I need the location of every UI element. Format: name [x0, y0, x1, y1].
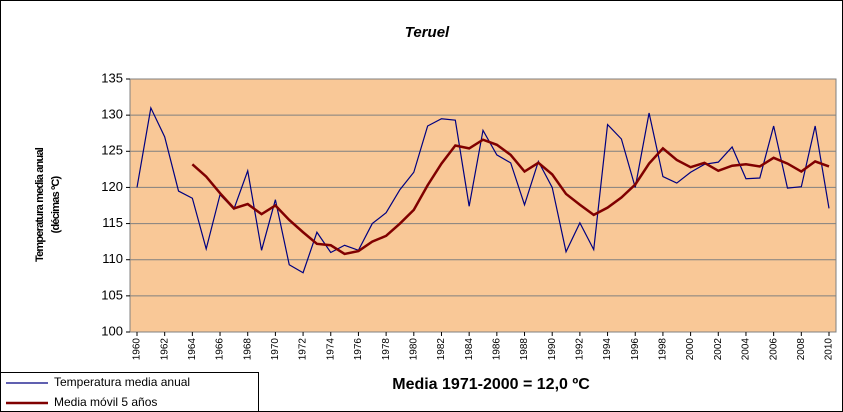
x-tick-label: 1996 [630, 338, 641, 361]
x-tick-label: 1966 [215, 338, 226, 361]
x-tick-label: 1972 [298, 338, 309, 361]
x-tick-label: 1978 [381, 338, 392, 361]
legend [0, 372, 259, 412]
x-tick-label: 2002 [713, 338, 724, 361]
x-tick-label: 1990 [547, 338, 558, 361]
y-tick-label: 115 [102, 215, 123, 230]
x-tick-label: 1994 [602, 338, 613, 361]
x-tick-label: 1982 [436, 338, 447, 361]
annotation: Media 1971-2000 = 12,0 ºC [392, 376, 590, 393]
y-label-line: Temperatura media anual [34, 147, 46, 262]
x-tick-label: 1976 [353, 338, 364, 361]
line-series [136, 105, 830, 274]
y-label-line: (décimas ºC) [50, 175, 62, 233]
y-tick-label: 120 [101, 179, 123, 194]
x-tick-label: 1964 [187, 338, 198, 361]
y-tick-label: 125 [101, 143, 123, 158]
x-tick-label: 1998 [658, 338, 669, 361]
y-tick-label: 100 [101, 323, 123, 338]
x-tick-label: 2006 [768, 338, 779, 361]
x-tick-label: 1968 [242, 338, 253, 361]
x-tick-label: 1992 [575, 338, 586, 361]
x-tick-label: 2010 [824, 338, 835, 361]
x-tick-label: 2008 [796, 338, 807, 361]
legend-label: Media móvil 5 años [54, 395, 157, 409]
y-axis-title: Temperatura media anual (décimas ºC) [34, 147, 62, 262]
line-series [191, 138, 830, 256]
y-tick-label: 135 [101, 70, 123, 85]
x-tick-label: 1986 [491, 338, 502, 361]
x-tick-label: 1970 [270, 338, 281, 361]
x-tick-label: 1960 [132, 338, 143, 361]
x-tick-label: 1980 [408, 338, 419, 361]
y-tick-label: 110 [102, 251, 123, 266]
x-tick-label: 1962 [159, 338, 170, 361]
chart-title: Teruel [405, 24, 450, 41]
legend-label: Temperatura media anual [54, 375, 190, 389]
x-tick-label: 2000 [685, 338, 696, 361]
plot-area [129, 78, 837, 333]
x-tick-label: 2004 [741, 338, 752, 361]
x-tick-label: 1974 [325, 338, 336, 361]
y-tick-label: 105 [101, 287, 123, 302]
x-tick-label: 1984 [464, 338, 475, 361]
y-tick-label: 130 [101, 107, 123, 122]
x-tick-label: 1988 [519, 338, 530, 361]
